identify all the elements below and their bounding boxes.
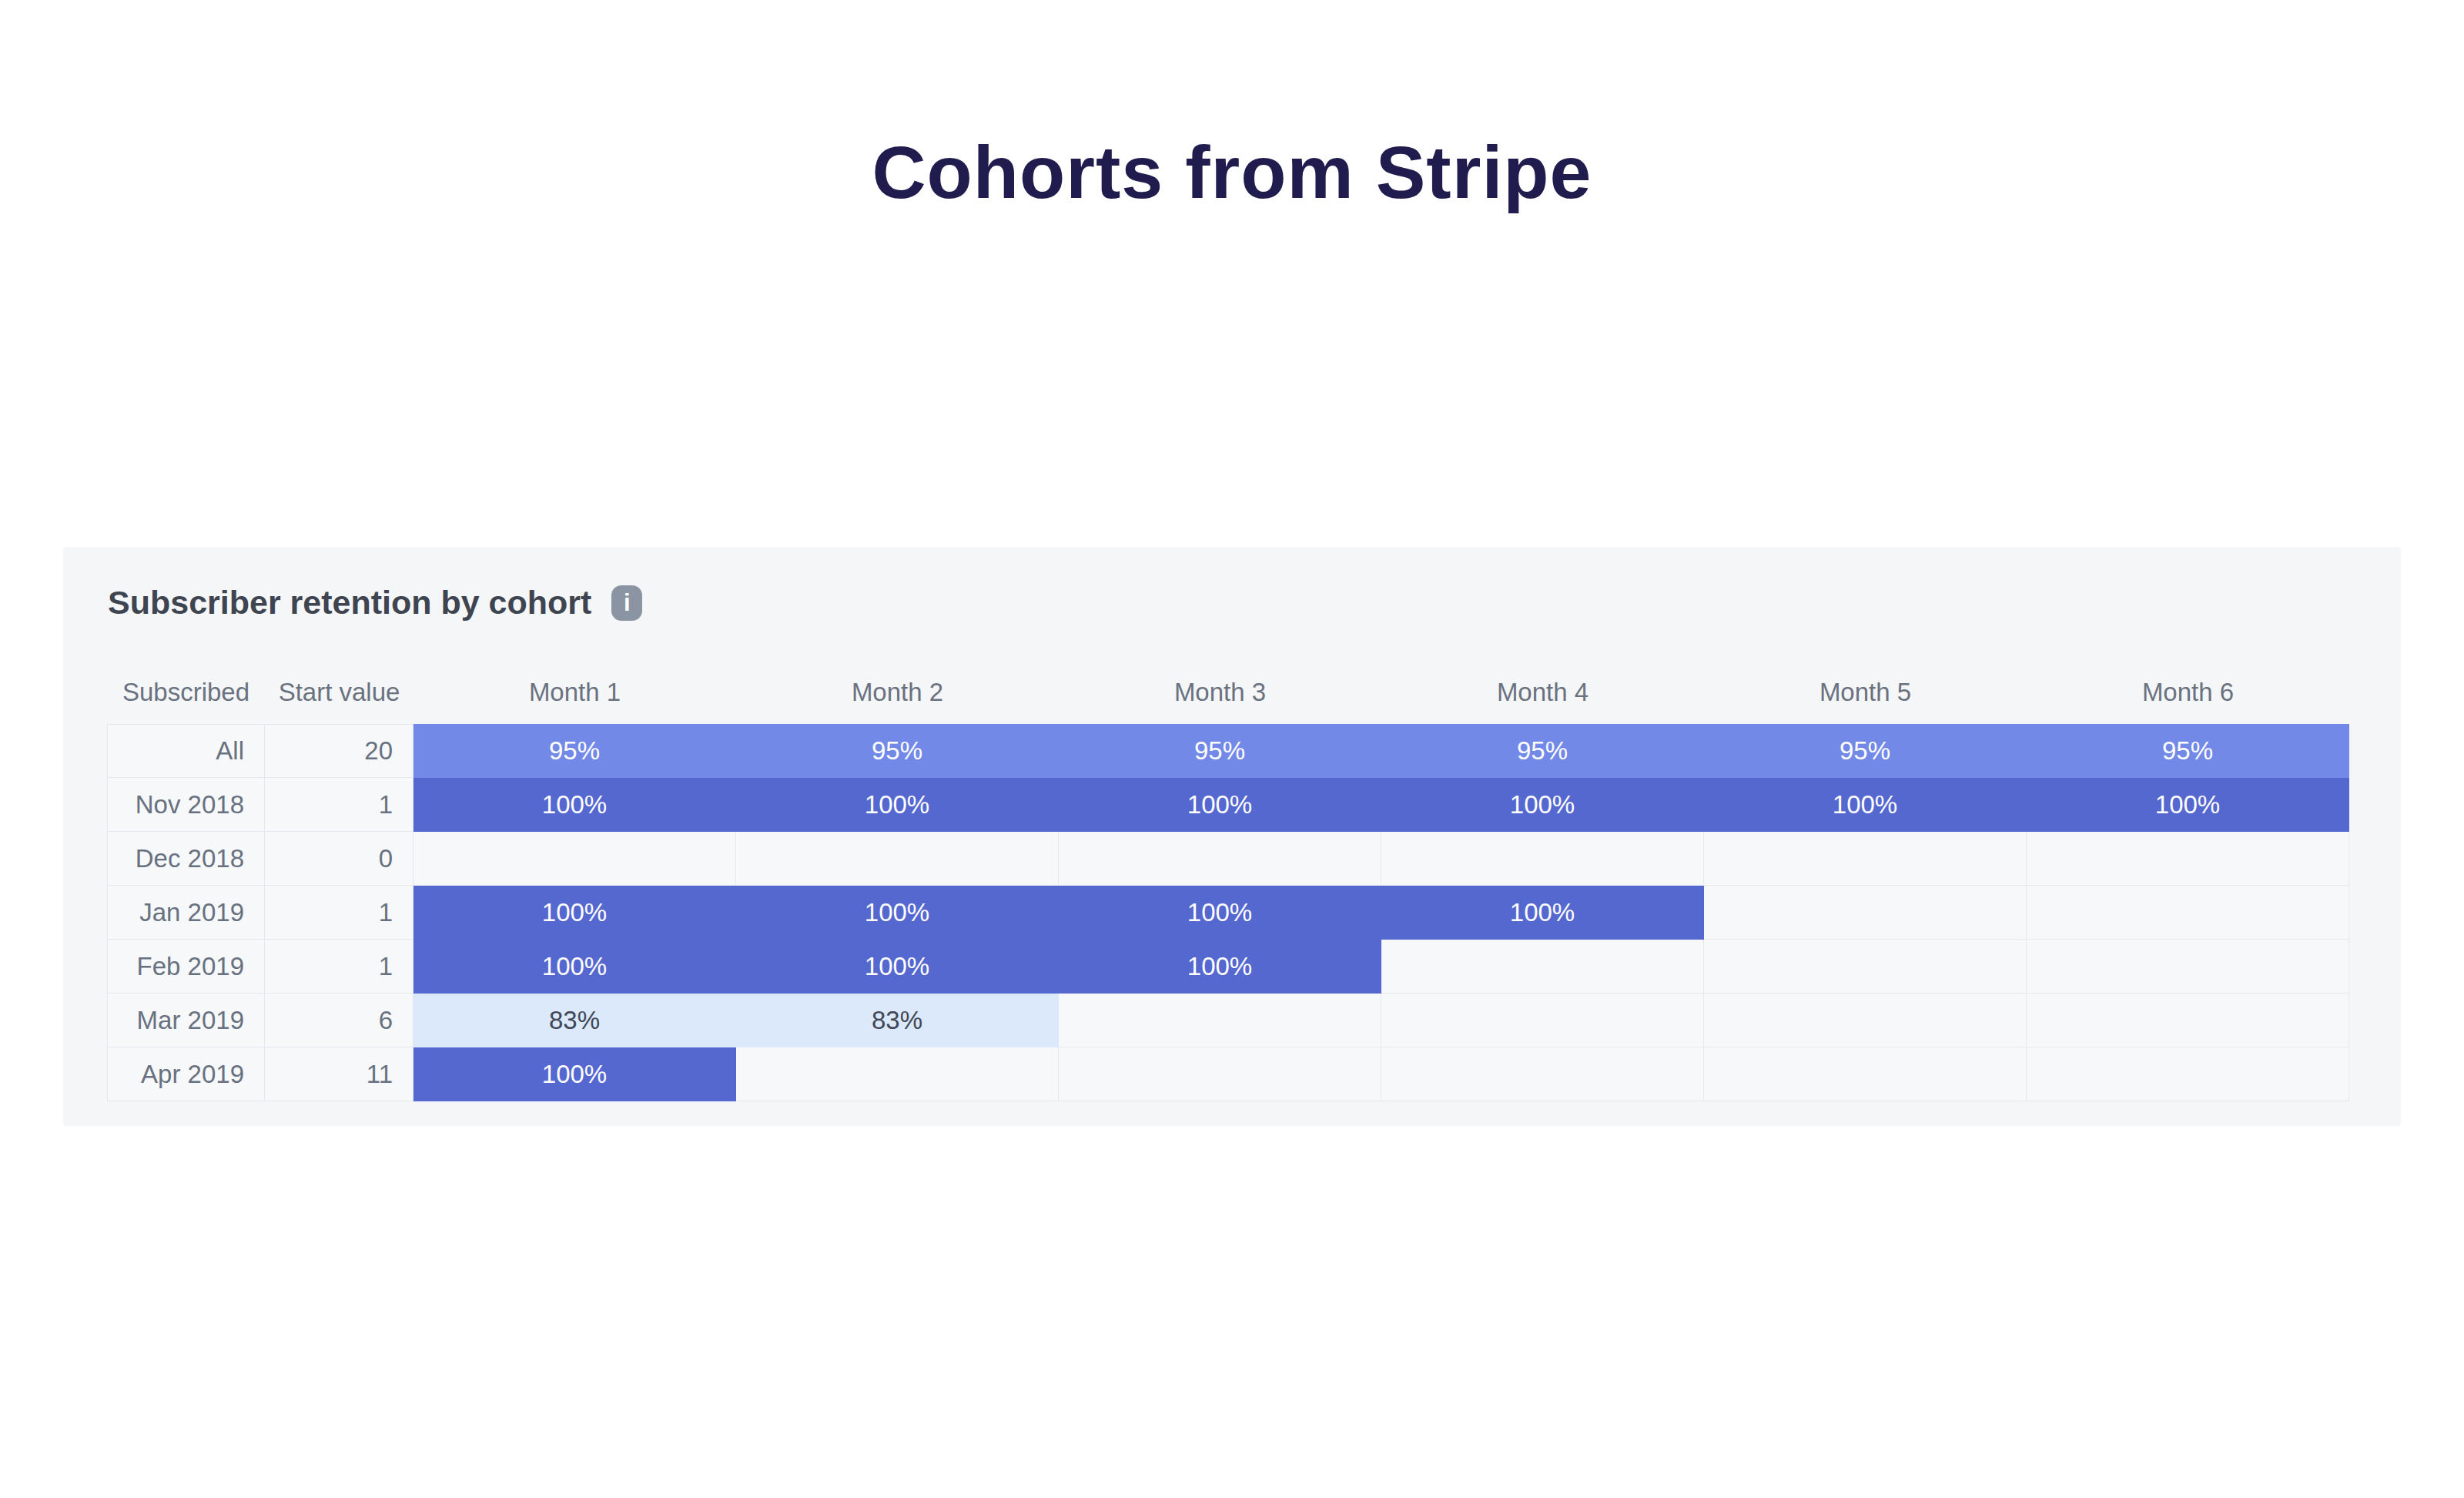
cohort-cell: 100% [1059, 778, 1381, 832]
cohort-cell [2027, 886, 2349, 940]
cohort-cell: 100% [413, 1047, 736, 1101]
cohort-row-label: Dec 2018 [107, 832, 265, 886]
card-header: Subscriber retention by cohort i [108, 584, 642, 622]
page-title: Cohorts from Stripe [0, 129, 2464, 216]
cohort-row-label: Mar 2019 [107, 994, 265, 1047]
cohort-start-value: 0 [265, 832, 413, 886]
cohort-cell [1704, 832, 2027, 886]
cohort-cell [1059, 994, 1381, 1047]
cohort-cell [1059, 1047, 1381, 1101]
column-header-month-5: Month 5 [1704, 667, 2027, 724]
table-row-nov-2018: Nov 2018 1 100% 100% 100% 100% 100% 100% [107, 778, 2349, 832]
cohort-cell: 100% [413, 886, 736, 940]
cohort-cell: 100% [736, 778, 1059, 832]
cohort-row-label: Nov 2018 [107, 778, 265, 832]
cohort-cell: 95% [413, 724, 736, 778]
cohort-row-label: All [107, 724, 265, 778]
column-header-month-3: Month 3 [1059, 667, 1381, 724]
info-icon[interactable]: i [611, 585, 642, 621]
column-header-month-1: Month 1 [413, 667, 736, 724]
cohort-cell [1381, 832, 1704, 886]
cohort-start-value: 20 [265, 724, 413, 778]
cohort-cell [413, 832, 736, 886]
cohort-cell [1381, 940, 1704, 994]
cohort-cell: 100% [1059, 940, 1381, 994]
cohort-cell: 100% [736, 940, 1059, 994]
cohort-cell [1704, 994, 2027, 1047]
cohort-row-label: Jan 2019 [107, 886, 265, 940]
cohort-start-value: 1 [265, 778, 413, 832]
cohort-cell [1059, 832, 1381, 886]
cohort-row-label: Feb 2019 [107, 940, 265, 994]
cohort-cell [2027, 940, 2349, 994]
cohort-table-wrap: Subscribed Start value Month 1 Month 2 M… [107, 667, 2349, 1101]
cohort-start-value: 6 [265, 994, 413, 1047]
cohort-cell [1704, 940, 2027, 994]
cohort-cell [2027, 994, 2349, 1047]
cohort-cell: 100% [1704, 778, 2027, 832]
table-row-feb-2019: Feb 2019 1 100% 100% 100% [107, 940, 2349, 994]
cohort-cell: 95% [1059, 724, 1381, 778]
cohort-cell [1381, 1047, 1704, 1101]
cohort-cell: 83% [736, 994, 1059, 1047]
cohort-start-value: 1 [265, 940, 413, 994]
table-row-all: All 20 95% 95% 95% 95% 95% 95% [107, 724, 2349, 778]
cohort-cell [736, 1047, 1059, 1101]
cohort-cell: 95% [736, 724, 1059, 778]
cohort-cell: 100% [413, 778, 736, 832]
cohort-cell [2027, 1047, 2349, 1101]
retention-card: Subscriber retention by cohort i Subscri… [63, 547, 2401, 1126]
table-row-mar-2019: Mar 2019 6 83% 83% [107, 994, 2349, 1047]
column-header-month-6: Month 6 [2027, 667, 2349, 724]
cohort-cell: 83% [413, 994, 736, 1047]
table-row-apr-2019: Apr 2019 11 100% [107, 1047, 2349, 1101]
column-header-subscribed: Subscribed [107, 667, 265, 724]
table-row-dec-2018: Dec 2018 0 [107, 832, 2349, 886]
cohort-cell: 95% [1381, 724, 1704, 778]
column-header-month-2: Month 2 [736, 667, 1059, 724]
cohort-cell [736, 832, 1059, 886]
cohort-cell [1704, 886, 2027, 940]
cohort-cell: 100% [2027, 778, 2349, 832]
cohort-start-value: 1 [265, 886, 413, 940]
card-heading: Subscriber retention by cohort [108, 584, 591, 622]
cohort-cell: 100% [736, 886, 1059, 940]
cohort-cell: 100% [1381, 886, 1704, 940]
cohort-table: Subscribed Start value Month 1 Month 2 M… [107, 667, 2349, 1101]
cohort-cell: 100% [413, 940, 736, 994]
cohort-cell [1704, 1047, 2027, 1101]
column-header-start-value: Start value [265, 667, 413, 724]
cohort-start-value: 11 [265, 1047, 413, 1101]
cohort-cell [1381, 994, 1704, 1047]
column-header-month-4: Month 4 [1381, 667, 1704, 724]
cohort-cell: 100% [1059, 886, 1381, 940]
cohort-cell: 95% [1704, 724, 2027, 778]
cohort-row-label: Apr 2019 [107, 1047, 265, 1101]
table-row-jan-2019: Jan 2019 1 100% 100% 100% 100% [107, 886, 2349, 940]
header-row: Subscribed Start value Month 1 Month 2 M… [107, 667, 2349, 724]
cohort-cell: 100% [1381, 778, 1704, 832]
cohort-cell [2027, 832, 2349, 886]
cohort-cell: 95% [2027, 724, 2349, 778]
